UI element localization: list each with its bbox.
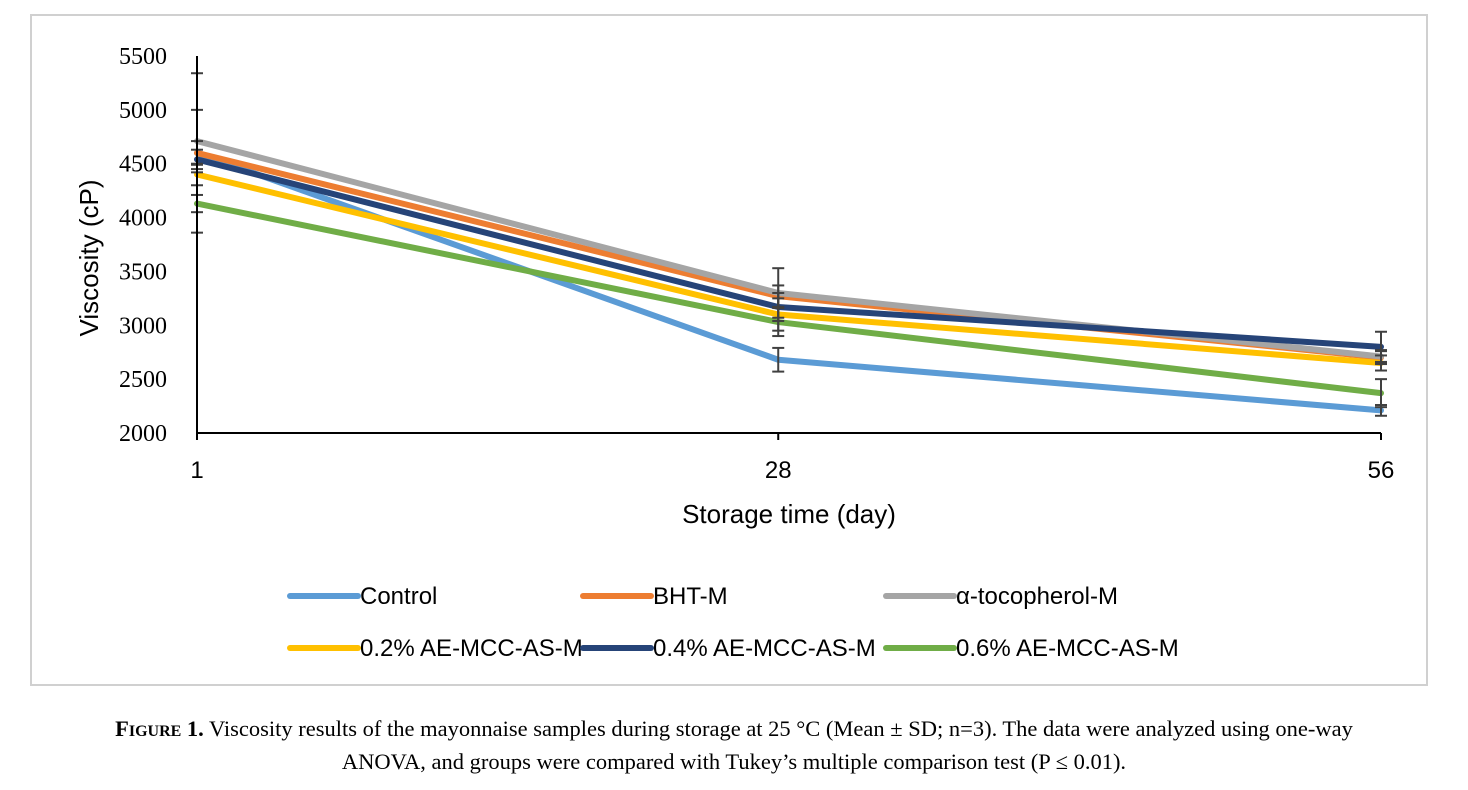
viscosity-line-chart: 5500 5000 4500 4000 3500 3000 2500 2000 1 28 56 V… <box>74 44 1394 662</box>
y-tick-label: 4500 <box>119 152 167 178</box>
error-bars <box>191 72 1387 417</box>
legend-label-1: BHT-M <box>653 583 728 610</box>
figure-caption: Figure 1. Viscosity results of the mayon… <box>0 712 1468 778</box>
error-bar <box>772 346 785 373</box>
y-tick-label: 2500 <box>119 367 167 393</box>
legend-label-2: α-tocopherol-M <box>956 583 1118 610</box>
caption-line-1: Figure 1. Viscosity results of the mayon… <box>0 712 1468 745</box>
error-bar <box>1375 330 1387 363</box>
y-tick-label: 2000 <box>119 421 167 447</box>
x-axis-ticks: 1 28 56 <box>190 433 1394 484</box>
legend-label-4: 0.4% AE-MCC-AS-M <box>653 635 876 662</box>
y-tick-label: 5500 <box>119 44 167 70</box>
y-tick-label: 3000 <box>119 313 167 339</box>
x-tick-label: 28 <box>765 457 792 484</box>
error-bar <box>1375 378 1387 409</box>
y-tick-label: 4000 <box>119 206 167 232</box>
caption-line-2: ANOVA, and groups were compared with Tuk… <box>341 749 1127 774</box>
series-line-1 <box>194 149 1384 361</box>
x-tick-label: 1 <box>190 457 203 484</box>
legend-label-0: Control <box>360 583 437 610</box>
x-axis-title: Storage time (day) <box>682 499 896 529</box>
series-lines <box>194 138 1384 414</box>
legend-label-5: 0.6% AE-MCC-AS-M <box>956 635 1179 662</box>
caption-figure-label: Figure 1. <box>115 716 204 741</box>
y-axis-title: Viscosity (cP) <box>74 180 104 337</box>
legend-label-3: 0.2% AE-MCC-AS-M <box>360 635 583 662</box>
y-axis-ticks: 5500 5000 4500 4000 3500 3000 2500 2000 <box>119 44 167 447</box>
chart-frame: 5500 5000 4500 4000 3500 3000 2500 2000 1 28 56 V… <box>30 14 1428 686</box>
legend: Control BHT-M α-tocopherol-M 0.2% AE-MCC-AS… <box>287 583 1179 662</box>
caption-text-1: Viscosity results of the mayonnaise samp… <box>203 716 1353 741</box>
x-tick-label: 56 <box>1368 457 1395 484</box>
y-tick-label: 5000 <box>119 98 167 124</box>
y-tick-label: 3500 <box>119 259 167 285</box>
error-bar <box>772 307 785 338</box>
